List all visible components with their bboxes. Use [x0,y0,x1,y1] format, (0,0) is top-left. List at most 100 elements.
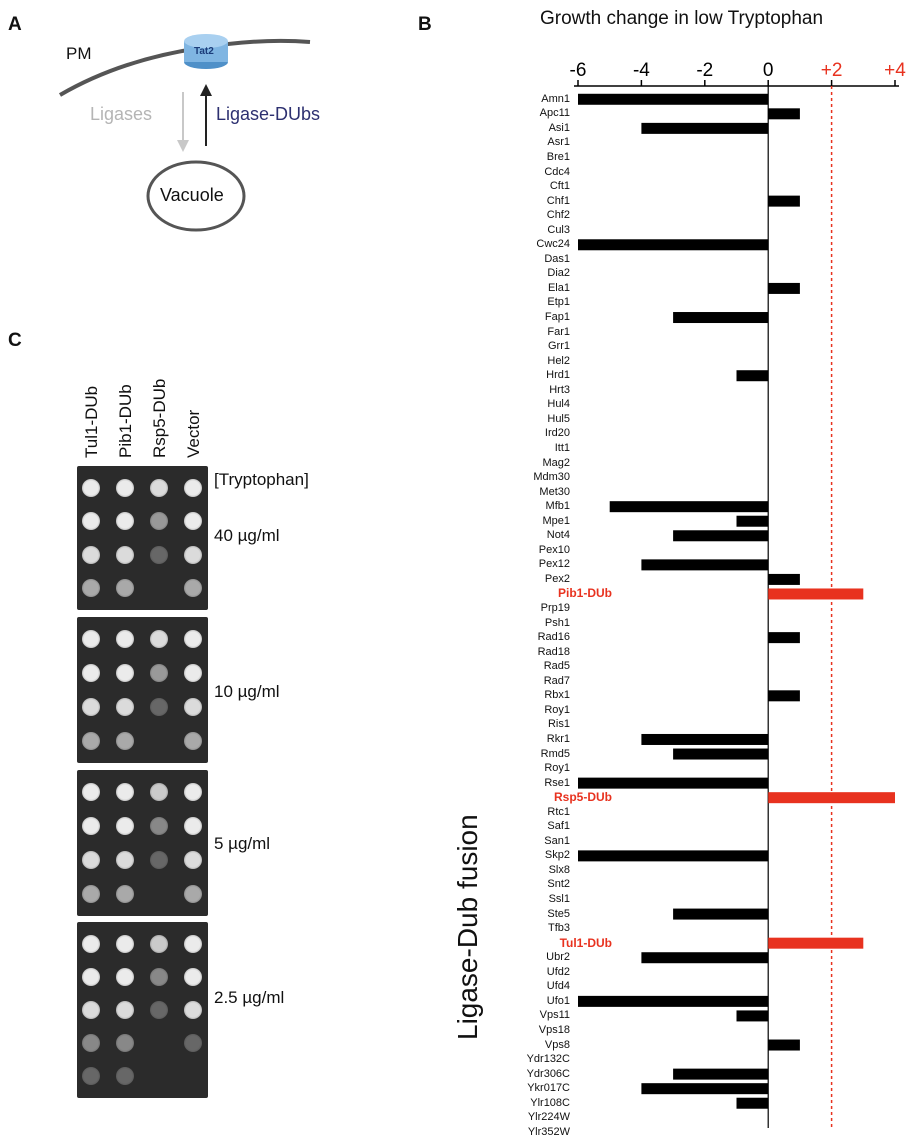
bar [768,108,800,120]
yeast-spot [82,545,100,564]
yeast-spot [150,1001,168,1019]
row-label: Rse1 [544,776,570,789]
tat2-top [184,34,228,48]
row-label: Far1 [547,325,570,338]
yeast-spot [82,1001,100,1019]
bar [736,515,769,527]
yeast-spot [82,579,100,598]
panel-label-a: A [8,14,22,35]
yeast-spot [116,851,134,869]
x-tick-label: -6 [570,60,587,81]
row-label: Mdm30 [533,471,570,484]
bar [768,588,864,600]
row-label: Ydr132C [526,1053,570,1066]
row-label: Cul3 [547,223,570,236]
row-label: Etp1 [547,296,570,309]
yeast-spot [150,851,168,869]
yeast-spot [116,934,134,953]
bar [673,908,769,920]
row-label: San1 [544,834,570,847]
row-label: Bre1 [546,150,570,163]
yeast-spot [184,698,202,716]
yeast-spot [184,732,202,750]
row-label: Hrd1 [546,369,570,382]
row-label: Rad18 [537,645,570,658]
bar [736,370,769,382]
yeast-spot [116,1001,134,1019]
yeast-spot [82,512,100,531]
row-label: Vps18 [538,1023,570,1036]
yeast-spot [116,579,134,598]
row-label: Dia2 [547,267,570,280]
tryptophan-header: [Tryptophan] [214,470,309,489]
row-label: Saf1 [547,820,570,833]
bar [578,239,769,251]
bar [768,573,800,585]
yeast-spot [116,817,134,835]
yeast-spot [150,512,168,531]
panel-label-b: B [418,14,432,35]
yeast-spot [116,512,134,531]
yeast-spot [184,783,202,801]
yeast-spot [116,732,134,750]
yeast-spot [150,817,168,835]
panel-label-c: C [8,330,22,351]
panel-a-diagram [58,34,311,232]
row-label: Ris1 [547,718,570,731]
vacuole-shape [146,160,246,232]
yeast-spot [150,783,168,801]
row-label: Skp2 [544,849,570,862]
yeast-spot [116,630,134,648]
chart-title: Growth change in low Tryptophan [540,8,824,29]
row-label: Psh1 [544,616,570,629]
vacuole-label: Vacuole [160,185,224,205]
yeast-spot [116,1034,134,1053]
plate-40 [77,466,208,610]
row-label: Amn1 [541,92,570,105]
row-label: Vps11 [539,1009,570,1022]
yeast-spot [184,664,202,682]
plate-5 [77,770,208,916]
bar [609,501,769,513]
yeast-spot [184,851,202,869]
ligases-label: Ligases [90,104,153,124]
bar [768,690,800,702]
row-label: Ste5 [547,907,570,920]
yeast-spot [184,1001,202,1019]
yeast-spot [150,934,168,953]
tat2-label: Tat2 [194,46,214,57]
row-label: Rmd5 [540,747,570,760]
row-label: Asi1 [548,121,570,134]
row-label: Hel2 [547,354,570,367]
ligases-arrowhead [177,140,189,152]
row-label: Rkr1 [546,732,570,745]
row-label: Roy1 [544,703,570,716]
bar [641,559,769,571]
row-label: Cdc4 [544,165,570,178]
yeast-spot [82,1034,100,1053]
highlighted-row-label: Rsp5-DUb [553,790,612,805]
concentration-label-5: 5 µg/ml [214,834,271,853]
plate-10 [77,617,208,763]
x-tick-label: -4 [633,60,650,81]
row-label: Hrt3 [549,383,570,396]
x-tick-label: +2 [821,60,843,81]
yeast-spot [150,478,168,497]
yeast-spot [184,545,202,564]
concentration-label-2-5: 2.5 µg/ml [214,988,285,1007]
bar [578,850,769,862]
yeast-spot [116,698,134,716]
yeast-spot [82,967,100,986]
row-label: Mfb1 [545,500,570,513]
bar [673,748,769,760]
row-label: Ylr224W [527,1111,570,1124]
bar [673,1068,769,1080]
row-label: Slx8 [548,863,570,876]
yeast-spot [184,512,202,531]
yeast-spot [184,579,202,598]
yeast-spot [82,783,100,801]
row-label: Mpe1 [542,514,570,527]
bar [578,93,769,105]
bar [768,1039,800,1051]
